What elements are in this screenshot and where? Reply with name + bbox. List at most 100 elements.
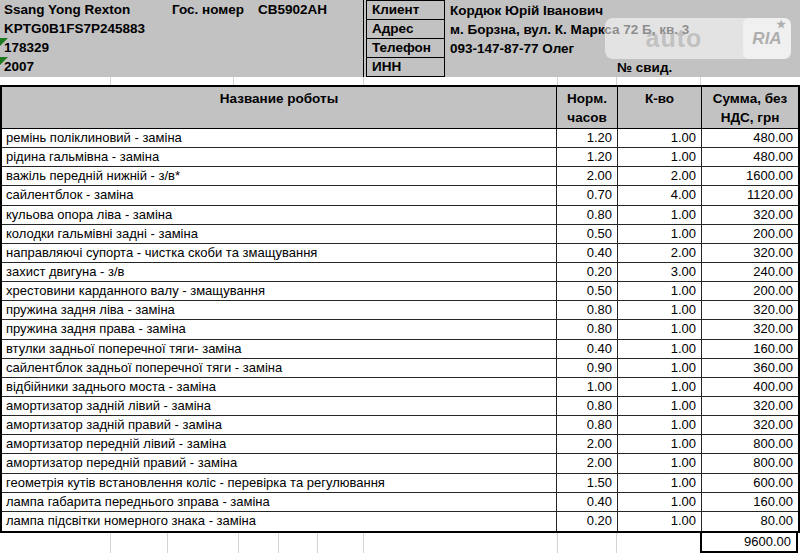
work-qty: 4.00 xyxy=(617,186,701,204)
work-name: колодки гальмівні задні - заміна xyxy=(2,225,556,243)
address-label: Адрес xyxy=(366,19,445,39)
work-row: пружина задня ліва - заміна 0.80 1.00 32… xyxy=(2,301,798,320)
work-row: сайлентблок задньої поперечної тяги - за… xyxy=(2,359,798,378)
work-name: відбійники заднього моста - заміна xyxy=(2,378,556,396)
work-qty: 1.00 xyxy=(617,301,701,319)
work-sum: 160.00 xyxy=(701,340,798,358)
work-row: ремінь поліклиновий - заміна 1.20 1.00 4… xyxy=(2,129,798,148)
col-header-name: Название роботы xyxy=(2,87,556,128)
client-value: Кордюк Юрій Іванович xyxy=(450,1,603,20)
work-name: амортизатор задній лівий - заміна xyxy=(2,397,556,415)
work-name: сайлентблок задньої поперечної тяги - за… xyxy=(2,359,556,377)
work-row: хрестовини карданного валу - змащування … xyxy=(2,282,798,301)
watermark-auto-text: auto xyxy=(605,24,743,53)
work-name: ремінь поліклиновий - заміна xyxy=(2,129,556,147)
work-row: втулки задньої поперечної тяги- заміна 0… xyxy=(2,340,798,359)
work-row: амортизатор передній лівий - заміна 2.00… xyxy=(2,435,798,454)
total-row: 9600.00 xyxy=(0,533,800,553)
work-hours: 1.50 xyxy=(556,474,617,492)
work-name: кульова опора ліва - заміна xyxy=(2,206,556,224)
work-sum: 480.00 xyxy=(701,148,798,166)
work-sum: 200.00 xyxy=(701,225,798,243)
work-row: колодки гальмівні задні - заміна 0.50 1.… xyxy=(2,225,798,244)
work-row: кульова опора ліва - заміна 0.80 1.00 32… xyxy=(2,206,798,225)
work-qty: 1.00 xyxy=(617,512,701,531)
vehicle-model: Ssang Yong Rexton xyxy=(4,0,130,19)
work-name: рідина гальмівна - заміна xyxy=(2,148,556,166)
work-qty: 1.00 xyxy=(617,320,701,338)
work-hours: 0.80 xyxy=(556,397,617,415)
work-sum: 320.00 xyxy=(701,416,798,434)
work-hours: 2.00 xyxy=(556,454,617,472)
certificate-label: № свид. xyxy=(617,58,672,77)
work-name: амортизатор передній правий - заміна xyxy=(2,454,556,472)
mileage-value: 178329 xyxy=(4,38,49,57)
work-hours: 0.80 xyxy=(556,301,617,319)
work-sum: 800.00 xyxy=(701,435,798,453)
work-sum: 600.00 xyxy=(701,474,798,492)
work-hours: 0.50 xyxy=(556,282,617,300)
work-name: направляючі супорта - чистка скоби та зм… xyxy=(2,244,556,262)
vin-value: KPTG0B1FS7P245883 xyxy=(4,19,145,38)
col-header-sum: Сумма, без НДС, грн xyxy=(701,87,798,128)
work-hours: 0.90 xyxy=(556,359,617,377)
work-qty: 1.00 xyxy=(617,282,701,300)
watermark-ria-badge: ★ RIA xyxy=(743,18,791,59)
work-row: направляючі супорта - чистка скоби та зм… xyxy=(2,244,798,263)
work-qty: 1.00 xyxy=(617,225,701,243)
work-hours: 0.40 xyxy=(556,493,617,511)
work-hours: 0.40 xyxy=(556,340,617,358)
work-sum: 360.00 xyxy=(701,359,798,377)
work-row: амортизатор передній правий - заміна 2.0… xyxy=(2,454,798,473)
work-sum: 160.00 xyxy=(701,493,798,511)
work-row: лампа підсвітки номерного знака - заміна… xyxy=(2,512,798,531)
work-qty: 1.00 xyxy=(617,435,701,453)
work-sum: 400.00 xyxy=(701,378,798,396)
work-sum: 1600.00 xyxy=(701,167,798,185)
work-qty: 1.00 xyxy=(617,359,701,377)
work-row: геометрія кутів встановлення коліс - пер… xyxy=(2,474,798,493)
work-sum: 480.00 xyxy=(701,129,798,147)
work-name: хрестовини карданного валу - змащування xyxy=(2,282,556,300)
col-header-hours: Норм. часов xyxy=(556,87,617,128)
phone-value: 093-147-87-77 Олег xyxy=(450,39,574,58)
client-label: Клиент xyxy=(366,0,445,20)
work-qty: 1.00 xyxy=(617,416,701,434)
work-row: сайлентблок - заміна 0.70 4.00 1120.00 xyxy=(2,186,798,205)
autoria-watermark: auto ★ RIA xyxy=(605,18,791,59)
work-name: важіль передній нижній - з/в* xyxy=(2,167,556,185)
work-sum: 320.00 xyxy=(701,301,798,319)
work-qty: 1.00 xyxy=(617,474,701,492)
work-row: амортизатор задній правий - заміна 0.80 … xyxy=(2,416,798,435)
work-qty: 2.00 xyxy=(617,167,701,185)
work-hours: 0.20 xyxy=(556,512,617,531)
work-sum: 320.00 xyxy=(701,320,798,338)
work-qty: 1.00 xyxy=(617,340,701,358)
watermark-ria-text: RIA xyxy=(752,29,781,49)
work-row: рідина гальмівна - заміна 1.20 1.00 480.… xyxy=(2,148,798,167)
work-name: пружина задня права - заміна xyxy=(2,320,556,338)
star-icon: ★ xyxy=(776,18,786,31)
work-name: геометрія кутів встановлення коліс - пер… xyxy=(2,474,556,492)
work-sum: 240.00 xyxy=(701,263,798,281)
work-qty: 3.00 xyxy=(617,263,701,281)
work-qty: 1.00 xyxy=(617,378,701,396)
work-hours: 0.80 xyxy=(556,416,617,434)
work-row: амортизатор задній лівий - заміна 0.80 1… xyxy=(2,397,798,416)
work-name: сайлентблок - заміна xyxy=(2,186,556,204)
vertical-divider xyxy=(363,0,364,77)
work-sum: 80.00 xyxy=(701,512,798,531)
work-name: амортизатор задній правий - заміна xyxy=(2,416,556,434)
invoice-page: Ssang Yong Rexton Гос. номер CB5902АН KP… xyxy=(0,0,800,554)
year-value: 2007 xyxy=(4,57,34,76)
work-hours: 1.00 xyxy=(556,378,617,396)
work-hours: 1.20 xyxy=(556,129,617,147)
work-hours: 2.00 xyxy=(556,435,617,453)
work-name: лампа габарита переднього зправа - замін… xyxy=(2,493,556,511)
work-sum: 320.00 xyxy=(701,206,798,224)
work-hours: 0.20 xyxy=(556,263,617,281)
work-hours: 2.00 xyxy=(556,167,617,185)
works-table: Название роботы Норм. часов К-во Сумма, … xyxy=(0,85,800,533)
work-qty: 2.00 xyxy=(617,244,701,262)
work-qty: 1.00 xyxy=(617,454,701,472)
